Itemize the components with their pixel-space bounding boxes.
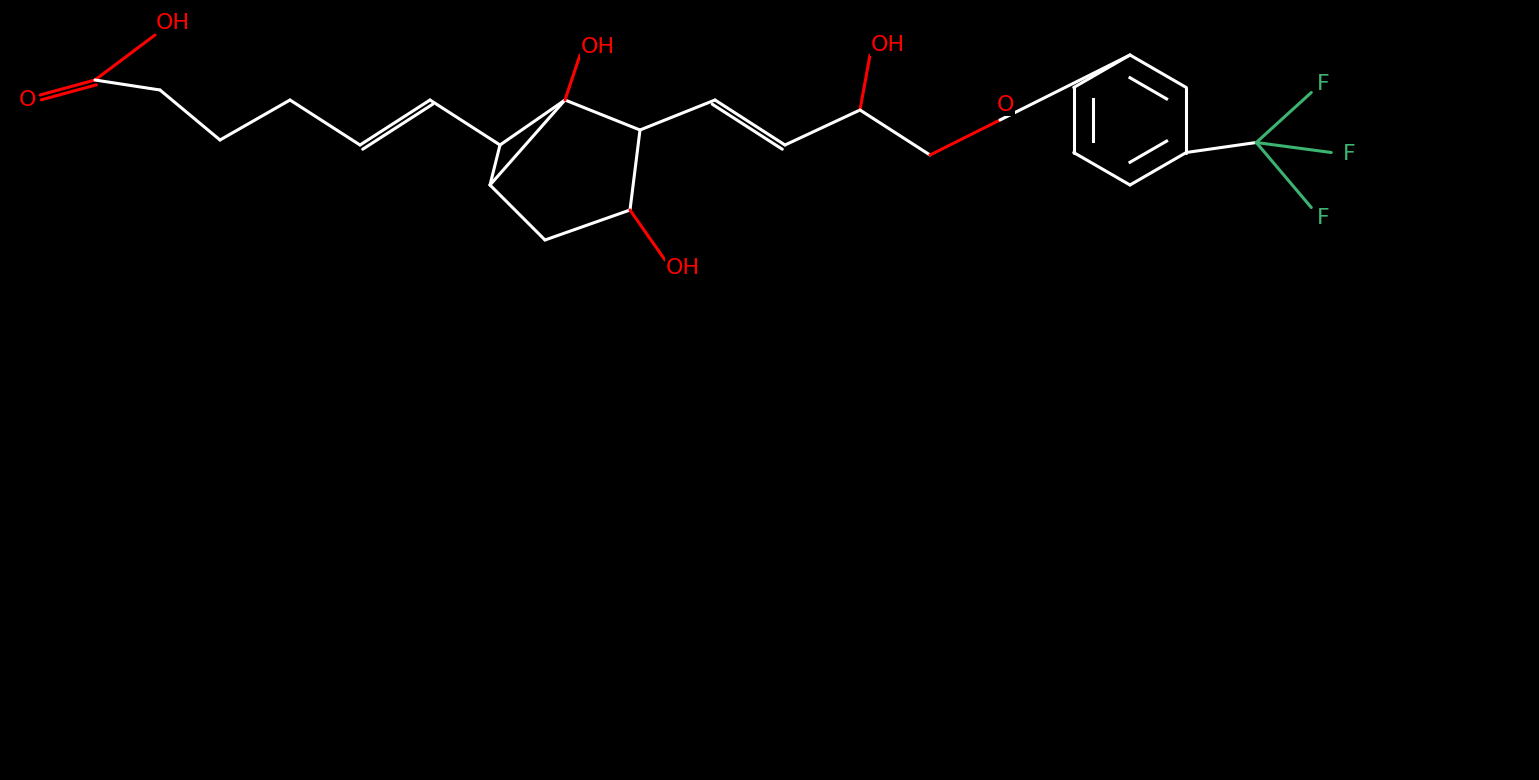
Text: OH: OH xyxy=(666,258,700,278)
Text: O: O xyxy=(996,95,1014,115)
Text: F: F xyxy=(1317,75,1330,94)
Text: F: F xyxy=(1317,207,1330,228)
Text: OH: OH xyxy=(871,35,905,55)
Text: F: F xyxy=(1344,144,1356,165)
Text: O: O xyxy=(20,90,37,110)
Text: OH: OH xyxy=(580,37,616,57)
Text: OH: OH xyxy=(155,13,189,33)
